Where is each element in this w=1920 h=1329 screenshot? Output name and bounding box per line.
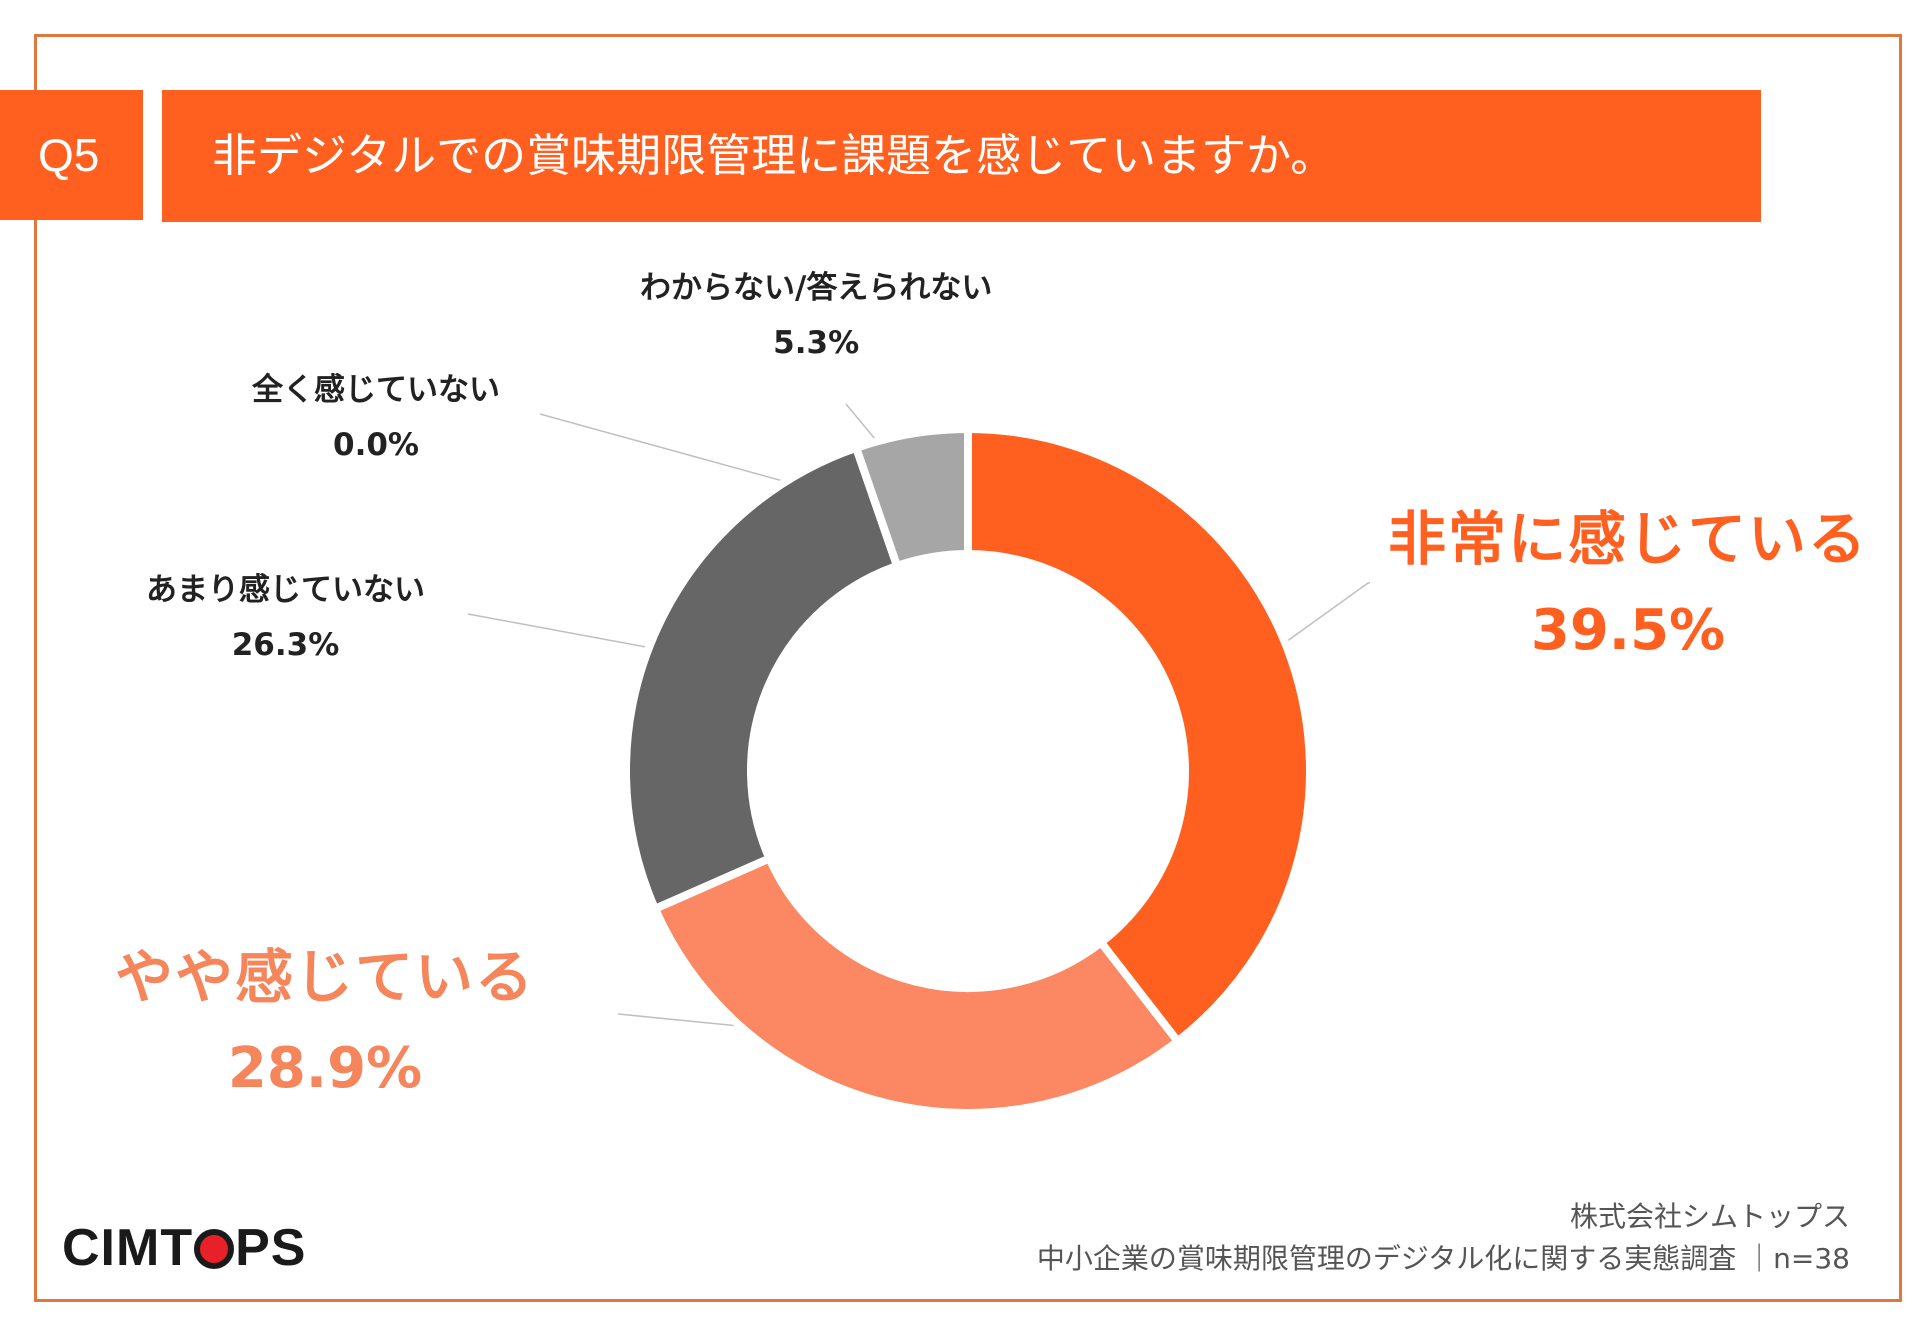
question-badge: Q5 bbox=[0, 90, 143, 220]
question-title: 非デジタルでの賞味期限管理に課題を感じていますか。 bbox=[162, 90, 1761, 222]
footer-company: 株式会社シムトップス bbox=[1569, 1200, 1850, 1233]
slice-label-somewhat: やや感じている bbox=[115, 943, 536, 1011]
label-unknown: わからない/答えられない 5.3% bbox=[640, 262, 992, 361]
slice-label-very-much: 非常に感じている bbox=[1388, 505, 1869, 573]
label-somewhat: やや感じている 28.9% bbox=[115, 930, 535, 1101]
label-not-much: あまり感じていない 26.3% bbox=[146, 564, 425, 663]
logo-o-dot bbox=[194, 1229, 235, 1269]
slice-label-not-much: あまり感じていない bbox=[146, 572, 425, 608]
slice-not-much bbox=[622, 442, 903, 915]
slice-value-very-much: 39.5% bbox=[1530, 598, 1726, 663]
logo-text-right: PS bbox=[235, 1219, 307, 1277]
slice-value-not-much: 26.3% bbox=[231, 627, 340, 663]
label-not-at-all: 全く感じていない 0.0% bbox=[252, 364, 500, 463]
content-frame bbox=[34, 34, 1902, 1302]
footer-survey: 中小企業の賞味期限管理のデジタル化に関する実態調査 ｜n=38 bbox=[1036, 1242, 1850, 1275]
donut-slices bbox=[622, 424, 1314, 1117]
slice-label-unknown: わからない/答えられない bbox=[640, 270, 993, 306]
slice-value-unknown: 5.3% bbox=[773, 325, 860, 361]
label-very-much: 非常に感じている 39.5% bbox=[1388, 492, 1868, 663]
logo-text-left: CIMT bbox=[62, 1219, 194, 1277]
footer-source: 株式会社シムトップス 中小企業の賞味期限管理のデジタル化に関する実態調査 ｜n=… bbox=[1037, 1196, 1850, 1280]
slice-label-not-at-all: 全く感じていない bbox=[252, 372, 500, 408]
slice-very-much bbox=[964, 424, 1314, 1047]
slice-somewhat bbox=[649, 853, 1184, 1117]
cimtops-logo: CIMT PS bbox=[62, 1218, 306, 1278]
slice-unknown bbox=[851, 424, 972, 572]
slice-value-not-at-all: 0.0% bbox=[333, 427, 419, 463]
slice-value-somewhat: 28.9% bbox=[227, 1036, 423, 1101]
